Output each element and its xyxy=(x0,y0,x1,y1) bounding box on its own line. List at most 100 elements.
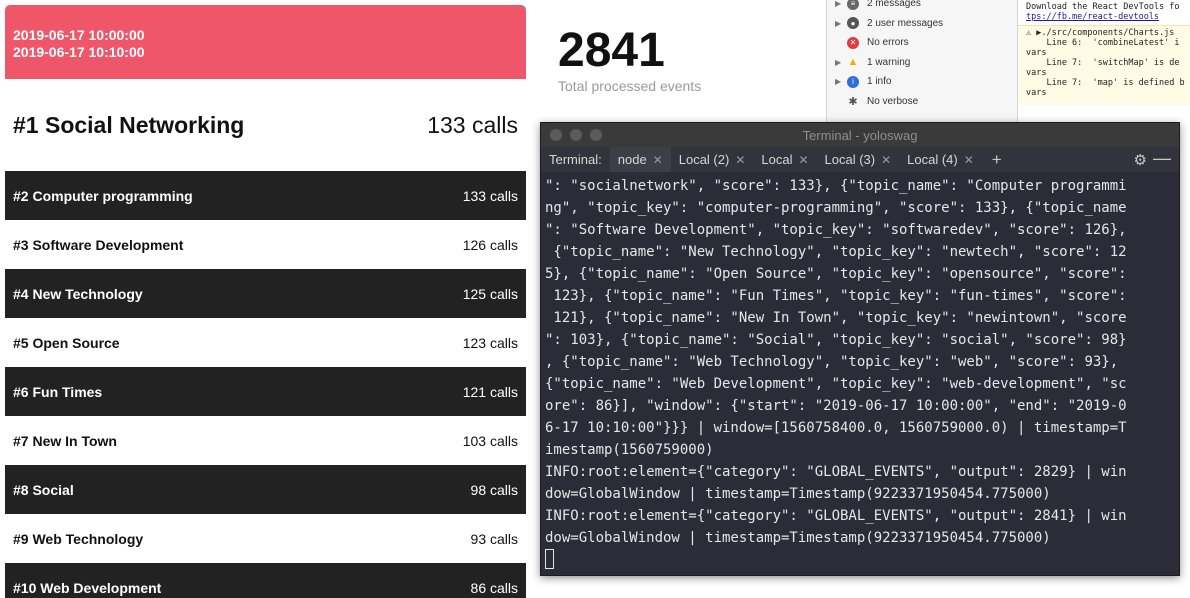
console-filter-label: No errors xyxy=(867,37,909,48)
topic-calls: 121 calls xyxy=(462,383,518,400)
terminal-line: imestamp(1560759000) xyxy=(545,442,714,458)
topic-calls: 103 calls xyxy=(462,432,518,449)
events-counter-card: 2841 Total processed events xyxy=(543,18,795,110)
minimize-window-button[interactable] xyxy=(570,129,582,141)
terminal-prompt[interactable] xyxy=(545,549,1179,571)
warning-line: vars xyxy=(1026,88,1047,98)
terminal-tab-bar: Terminal: node ✕ Local (2) ✕ Local ✕ Local (3) ✕… xyxy=(541,147,1179,172)
terminal-title: Terminal - yoloswag xyxy=(802,127,918,143)
terminal-tab[interactable]: Local (2) ✕ xyxy=(671,147,754,172)
text-cursor xyxy=(545,549,554,569)
expand-arrow-icon: ▶ xyxy=(835,0,842,8)
close-tab-icon[interactable]: ✕ xyxy=(735,152,746,167)
user-icon: ● xyxy=(847,17,859,29)
tab-label: Local xyxy=(761,152,793,167)
close-tab-icon[interactable]: ✕ xyxy=(652,152,663,167)
terminal-tab[interactable]: Local (3) ✕ xyxy=(817,147,900,172)
topic-row: #5 Open Source 123 calls xyxy=(5,318,526,367)
terminal-label: Terminal: xyxy=(541,147,610,172)
topic-name: #10 Web Development xyxy=(13,579,162,596)
topic-name: #1 Social Networking xyxy=(13,111,245,138)
terminal-window: Terminal - yoloswag Terminal: node ✕ Local … xyxy=(540,122,1180,576)
console-filter-bug[interactable]: ✱ No verbose xyxy=(835,92,918,111)
topic-row: #6 Fun Times 121 calls xyxy=(5,367,526,416)
console-filter-error[interactable]: ✕ No errors xyxy=(835,33,909,52)
topic-row: #2 Computer programming 133 calls xyxy=(5,171,526,220)
tab-label: Local (2) xyxy=(678,152,730,167)
terminal-line: INFO:root:element={"category": "GLOBAL_E… xyxy=(545,464,1127,480)
list-icon: ≡ xyxy=(847,0,859,10)
topic-calls: 125 calls xyxy=(462,285,518,302)
terminal-tab[interactable]: node ✕ xyxy=(609,147,671,172)
topic-name: #2 Computer programming xyxy=(13,187,193,204)
bug-icon: ✱ xyxy=(848,95,858,108)
warning-line: Line 6: 'combineLatest' i xyxy=(1026,38,1180,48)
topic-name: #9 Web Technology xyxy=(13,530,144,547)
terminal-line: 5}, {"topic_name": "Open Source", "topic… xyxy=(545,266,1127,282)
topic-name: #7 New In Town xyxy=(13,432,117,449)
warning-line: Line 7: 'map' is defined b xyxy=(1026,78,1185,88)
warning-line: vars xyxy=(1026,48,1047,58)
topic-list: #2 Computer programming 133 calls #3 Softw… xyxy=(5,171,526,598)
close-tab-icon[interactable]: ✕ xyxy=(963,152,974,167)
console-warning: ⚠ ▶./src/components/Charts.js Line 6: 'c… xyxy=(1018,25,1190,105)
topic-name: #8 Social xyxy=(13,481,74,498)
console-filter-user[interactable]: ▶ ● 2 user messages xyxy=(835,14,943,33)
console-filter-info[interactable]: ▶ i 1 info xyxy=(835,72,891,91)
terminal-line: {"topic_name": "Web Development", "topic… xyxy=(545,376,1127,392)
window-end: 2019-06-17 10:10:00 xyxy=(13,44,145,60)
devtools-link[interactable]: tps://fb.me/react-devtools xyxy=(1026,12,1160,22)
console-output: Download the React DevTools fo tps://fb.… xyxy=(1017,0,1190,122)
topic-calls: 123 calls xyxy=(462,334,518,351)
terminal-line: {"topic_name": "New Technology", "topic_… xyxy=(545,244,1127,260)
terminal-output[interactable]: ": "socialnetwork", "score": 133}, {"top… xyxy=(541,172,1179,571)
topic-row: #4 New Technology 125 calls xyxy=(5,269,526,318)
close-tab-icon[interactable]: ✕ xyxy=(881,152,892,167)
terminal-line: ng", "topic_key": "computer-programming"… xyxy=(545,200,1127,216)
topic-row: #9 Web Technology 93 calls xyxy=(5,514,526,563)
terminal-tab[interactable]: Local (4) ✕ xyxy=(899,147,982,172)
gear-icon[interactable]: ⚙ xyxy=(1133,152,1147,169)
topic-calls: 93 calls xyxy=(470,530,518,547)
console-filter-warning[interactable]: ▶ ▲ 1 warning xyxy=(835,53,910,72)
tab-label: node xyxy=(617,152,647,167)
topic-name: #6 Fun Times xyxy=(13,383,103,400)
tab-label: Terminal: xyxy=(549,152,602,167)
topic-name: #5 Open Source xyxy=(13,334,120,351)
terminal-line: 121}, {"topic_name": "New In Town", "top… xyxy=(545,310,1127,326)
terminal-line: ": "socialnetwork", "score": 133}, {"top… xyxy=(545,178,1127,194)
hide-panel-icon[interactable]: — xyxy=(1153,148,1171,168)
console-sidebar: ▶ ≡ 2 messages ▶ ● 2 user messages ✕ No errors ▶… xyxy=(827,0,1017,122)
terminal-tab[interactable]: Local ✕ xyxy=(753,147,816,172)
close-tab-icon[interactable]: ✕ xyxy=(798,152,809,167)
error-icon: ✕ xyxy=(847,36,859,49)
warning-line: ⚠ ▶./src/components/Charts.js xyxy=(1026,28,1175,38)
time-window-header: 2019-06-17 10:00:00 2019-06-17 10:10:00 xyxy=(5,5,526,79)
events-count-label: Total processed events xyxy=(558,78,702,94)
topic-name: #3 Software Development xyxy=(13,236,184,253)
terminal-line: 123}, {"topic_name": "Fun Times", "topic… xyxy=(545,288,1127,304)
terminal-line: , {"topic_name": "Web Technology", "topi… xyxy=(545,354,1119,370)
topic-calls: 98 calls xyxy=(470,481,518,498)
zoom-window-button[interactable] xyxy=(590,129,602,141)
new-tab-icon[interactable]: + xyxy=(991,149,1002,169)
topic-calls: 133 calls xyxy=(427,111,518,138)
window-start: 2019-06-17 10:00:00 xyxy=(13,27,145,43)
close-window-button[interactable] xyxy=(550,129,562,141)
topics-panel: 2019-06-17 10:00:00 2019-06-17 10:10:00 … xyxy=(5,5,526,598)
devtools-console: ▶ ≡ 2 messages ▶ ● 2 user messages ✕ No errors ▶… xyxy=(826,0,1190,122)
terminal-line: 6-17 10:10:00"}}} | window=[1560758400.0… xyxy=(545,420,1127,436)
console-filter-label: 2 user messages xyxy=(867,17,944,29)
topic-row: #3 Software Development 126 calls xyxy=(5,220,526,269)
tab-label: Local (4) xyxy=(907,152,958,167)
top-topic-row: #1 Social Networking 133 calls xyxy=(5,79,526,171)
info-icon: i xyxy=(847,75,859,88)
warning-line: vars xyxy=(1026,68,1047,78)
console-filter-list[interactable]: ▶ ≡ 2 messages xyxy=(835,0,921,13)
expand-arrow-icon: ▶ xyxy=(835,18,842,28)
console-filter-label: No verbose xyxy=(867,95,919,107)
warning-icon: ▲ xyxy=(847,56,859,68)
expand-arrow-icon: ▶ xyxy=(835,77,842,86)
topic-calls: 86 calls xyxy=(470,579,518,596)
